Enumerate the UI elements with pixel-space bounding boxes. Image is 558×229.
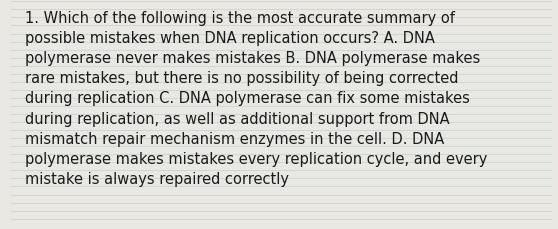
Text: 1. Which of the following is the most accurate summary of
possible mistakes when: 1. Which of the following is the most ac… [25,11,487,186]
